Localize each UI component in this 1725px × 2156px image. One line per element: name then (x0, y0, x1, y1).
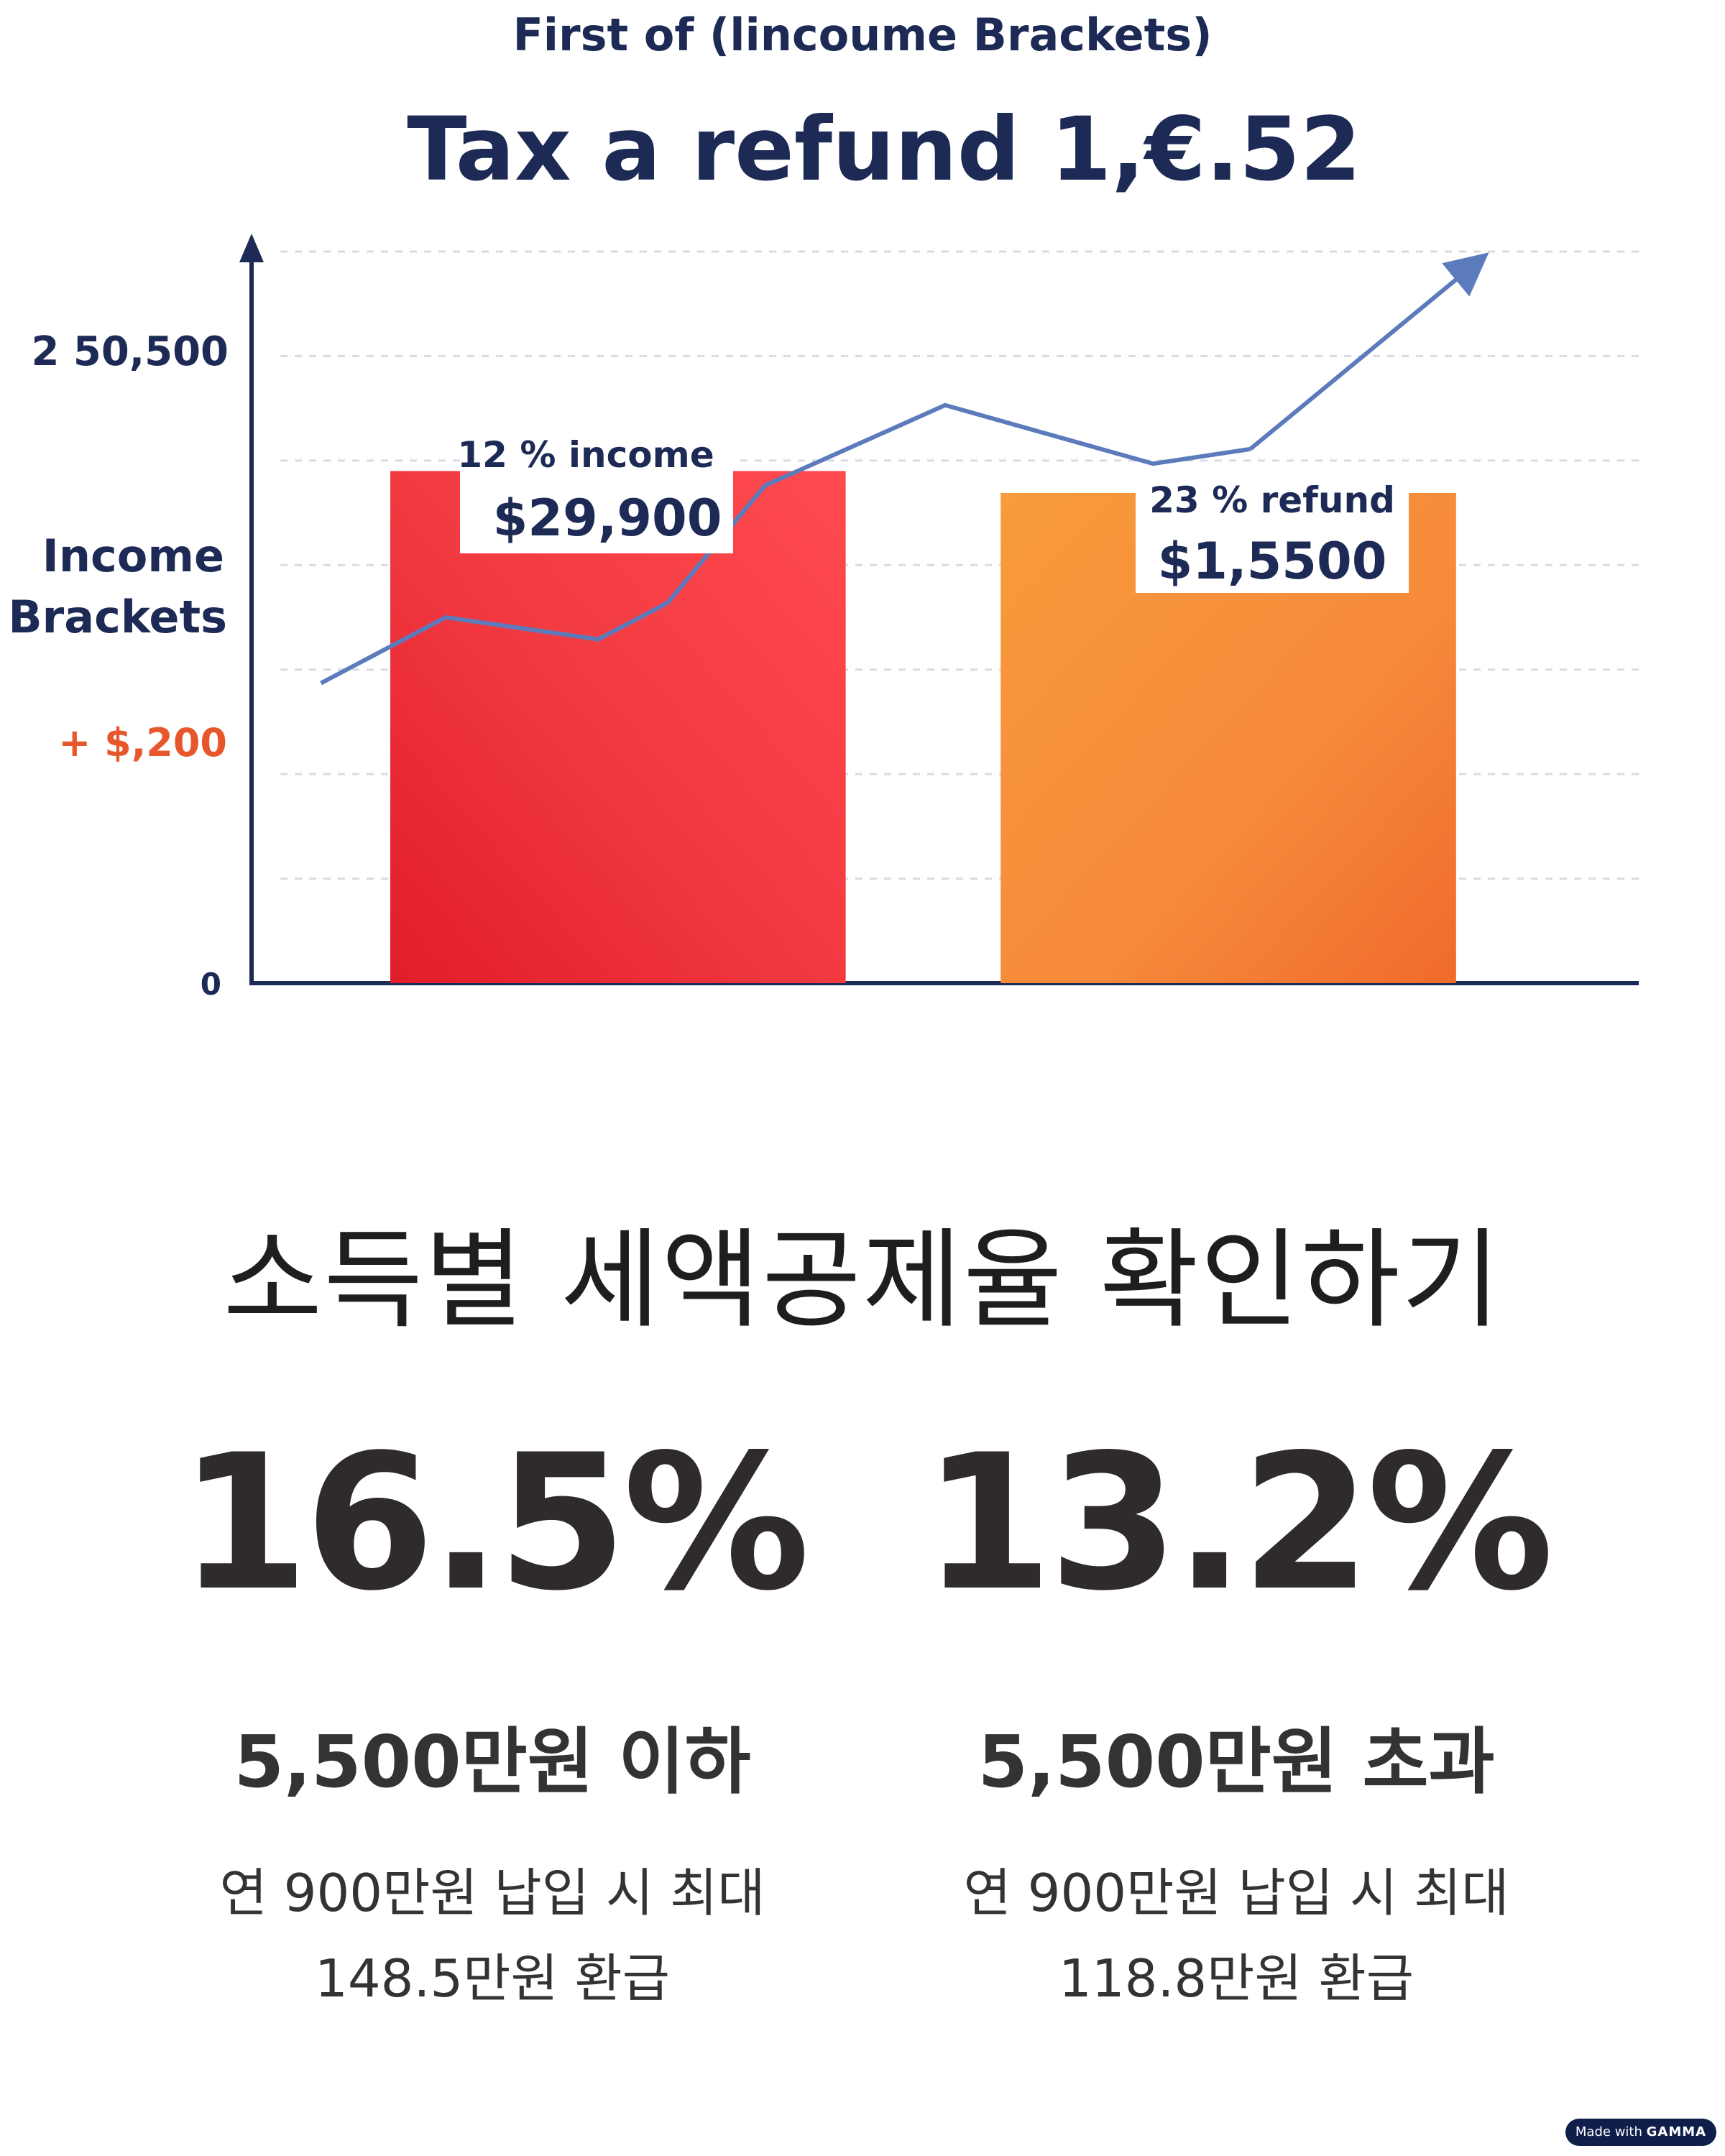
bar-12-income (390, 471, 846, 983)
chart-area: First of (lincoume Brackets) Tax a refun… (8, 9, 1639, 1002)
y-tick-zero: 0 (201, 967, 221, 1002)
annotation-2-bg (1136, 471, 1409, 593)
desc-low-income-line2: 148.5만원 환급 (315, 1948, 670, 2009)
annotation-2-value: $1,5500 (1158, 532, 1387, 591)
annotation-1-value: $29,900 (493, 489, 722, 548)
desc-high-income-line2: 118.8만원 환급 (1059, 1948, 1414, 2009)
annotation-1-label: 12 % income (457, 434, 714, 476)
y-tick-mid: + $,200 (58, 720, 227, 765)
gridlines (280, 250, 1639, 880)
annotation-2-label: 23 % refund (1149, 479, 1395, 521)
y-tick-top: 2 50,500 (31, 328, 229, 375)
threshold-low-income: 5,500만원 이하 (234, 1720, 751, 1804)
rate-high-income: 13.2% (922, 1415, 1554, 1632)
summary-col-low-income: 16.5% 5,500만원 이하 연 900만원 납입 시 최대 148.5만원… (169, 1430, 816, 2022)
desc-low-income: 연 900만원 납입 시 최대 148.5만원 환급 (169, 1851, 816, 2022)
y-axis-label-line2: Brackets (8, 591, 227, 643)
summary-col-high-income: 13.2% 5,500만원 초과 연 900만원 납입 시 최대 118.8만원… (913, 1430, 1560, 2022)
badge-prefix: Made with (1575, 2124, 1642, 2139)
trend-arrow-icon (1248, 252, 1489, 451)
summary-heading: 소득별 세액공제율 확인하기 (223, 1218, 1502, 1343)
chart-title: Tax a refund 1,€.52 (407, 98, 1361, 201)
annotation-1-bg (460, 431, 733, 553)
made-with-gamma-badge[interactable]: Made with GAMMA (1565, 2119, 1716, 2146)
rate-low-income: 16.5% (178, 1415, 810, 1632)
y-axis-arrow-icon (239, 234, 264, 262)
badge-brand: GAMMA (1646, 2124, 1707, 2139)
desc-low-income-line1: 연 900만원 납입 시 최대 (219, 1863, 765, 1923)
desc-high-income: 연 900만원 납입 시 최대 118.8만원 환급 (913, 1851, 1560, 2022)
desc-high-income-line1: 연 900만원 납입 시 최대 (963, 1863, 1509, 1923)
chart-suptitle: First of (lincoume Brackets) (512, 9, 1212, 61)
y-axis-label-line1: Income (42, 530, 224, 582)
bar-chart: First of (lincoume Brackets) Tax a refun… (8, 9, 1639, 1002)
threshold-high-income: 5,500만원 초과 (978, 1720, 1495, 1804)
